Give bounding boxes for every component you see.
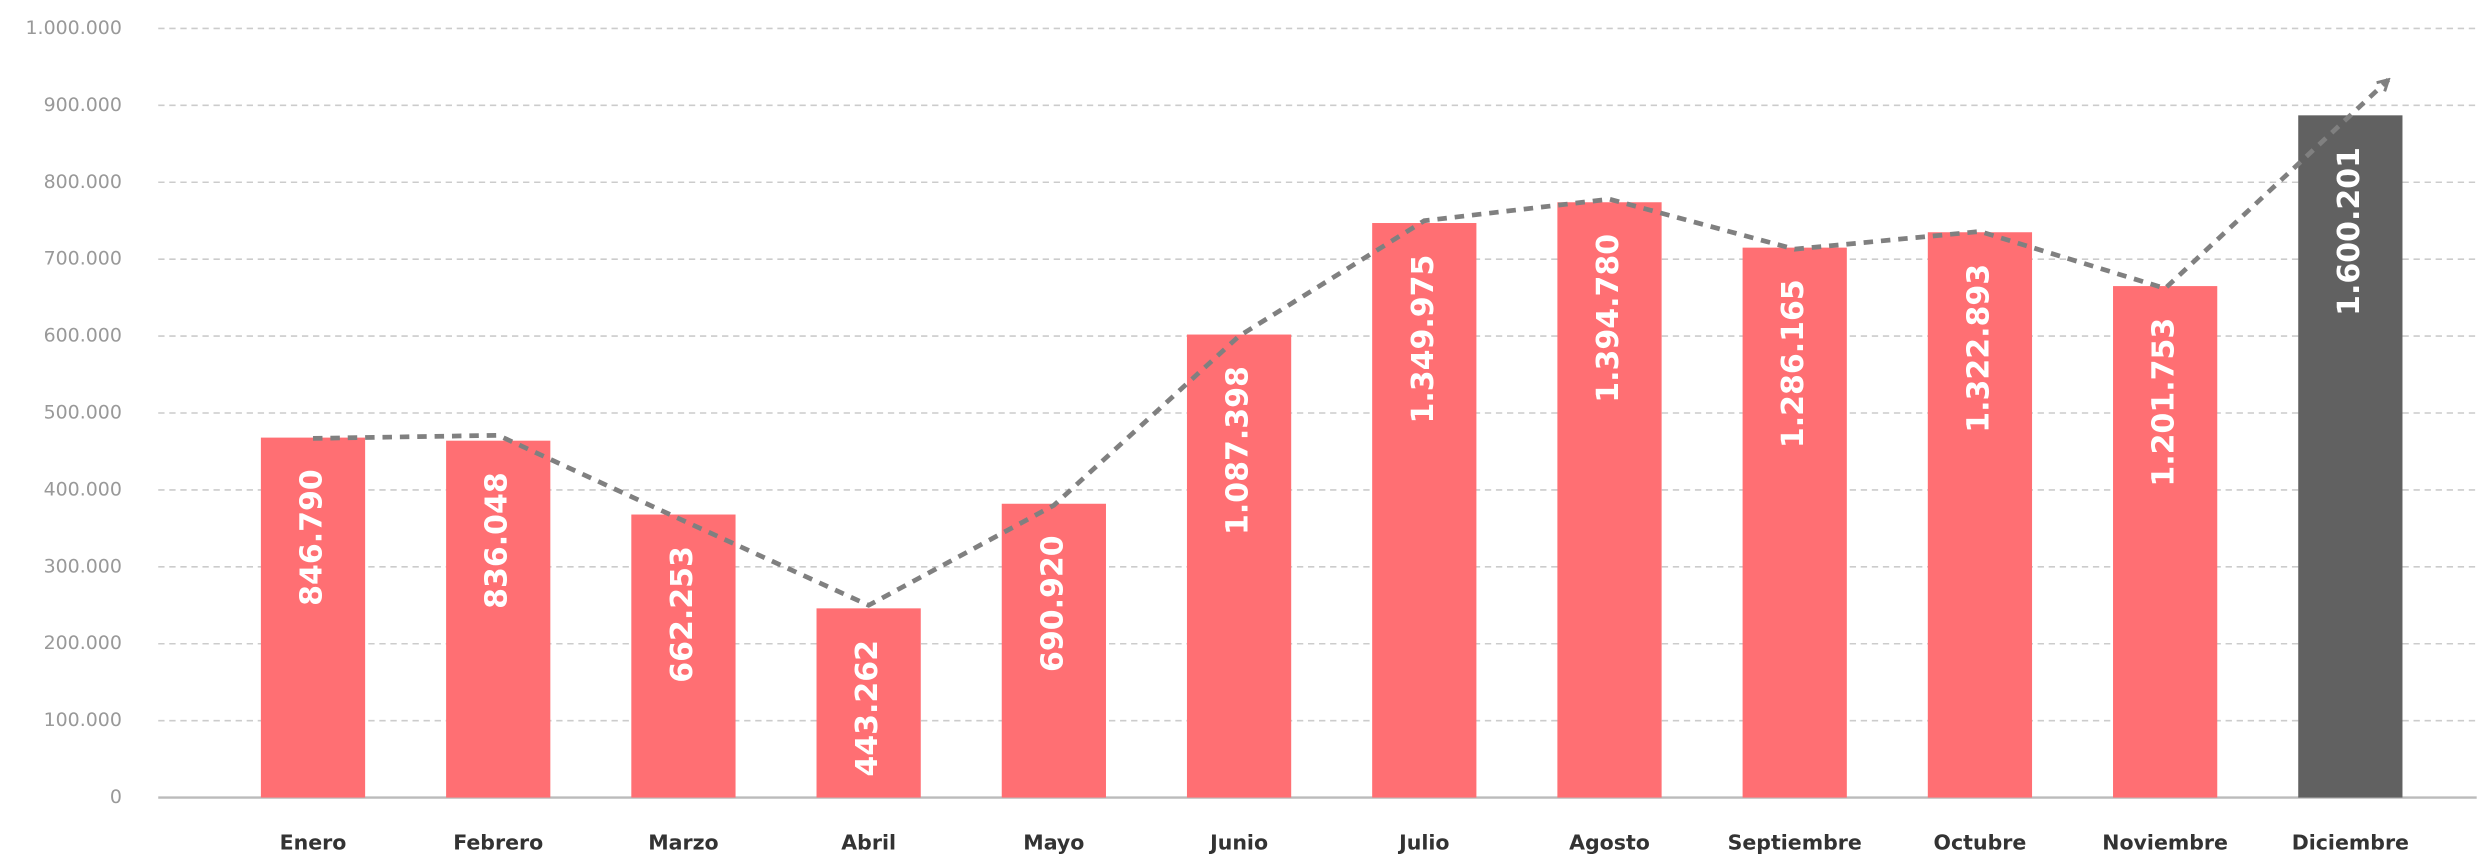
- x-tick-label: Agosto: [1569, 830, 1650, 854]
- bar: [816, 608, 921, 798]
- y-tick-label: 600.000: [44, 325, 122, 347]
- y-tick-label: 0: [110, 786, 122, 808]
- bar: [1001, 503, 1106, 798]
- bar: [1742, 247, 1847, 798]
- bar-label: 1.322.893: [1961, 264, 1996, 433]
- y-tick-label: 300.000: [44, 555, 122, 577]
- x-tick-label: Octubre: [1934, 830, 2027, 854]
- bar: [260, 437, 366, 798]
- bar-label: 1.600.201: [2332, 147, 2367, 316]
- bar: [1372, 223, 1477, 798]
- x-tick-label: Marzo: [648, 830, 718, 854]
- bar: [2113, 286, 2218, 798]
- bar-label: 1.087.398: [1221, 366, 1256, 535]
- bar: [1927, 232, 2033, 798]
- x-tick-label: Septiembre: [1728, 830, 1862, 854]
- trend-line: [312, 80, 2388, 608]
- bar: [1186, 334, 1292, 798]
- y-tick-label: 1.000.000: [26, 17, 122, 39]
- x-tick-label: Julio: [1397, 830, 1449, 854]
- bar: [1557, 202, 1662, 798]
- bar-label: 846.790: [295, 469, 330, 606]
- bar-label: 1.394.780: [1591, 234, 1626, 403]
- y-tick-label: 100.000: [44, 709, 122, 731]
- y-tick-label: 200.000: [44, 632, 122, 654]
- x-tick-label: Junio: [1208, 830, 1268, 854]
- bar: [631, 514, 736, 798]
- x-tick-label: Enero: [280, 830, 347, 854]
- x-tick-label: Noviembre: [2102, 830, 2228, 854]
- bar-label: 1.201.753: [2147, 318, 2182, 487]
- bar-label: 690.920: [1035, 535, 1070, 672]
- y-tick-label: 500.000: [44, 401, 122, 423]
- bar-label: 836.048: [480, 472, 515, 609]
- x-tick-label: Diciembre: [2292, 830, 2409, 854]
- bar-label: 1.349.975: [1406, 255, 1441, 424]
- x-tick-label: Febrero: [453, 830, 543, 854]
- y-tick-label: 900.000: [44, 94, 122, 116]
- x-tick-label: Mayo: [1023, 830, 1084, 854]
- y-tick-label: 700.000: [44, 248, 122, 270]
- y-tick-label: 400.000: [44, 478, 122, 500]
- y-tick-label: 800.000: [44, 171, 122, 193]
- bar: [2298, 115, 2403, 798]
- bar-label: 443.262: [850, 640, 885, 777]
- x-tick-label: Abril: [841, 830, 896, 854]
- bar: [446, 440, 551, 798]
- bar-label: 662.253: [665, 546, 700, 683]
- bar-label: 1.286.165: [1776, 279, 1811, 448]
